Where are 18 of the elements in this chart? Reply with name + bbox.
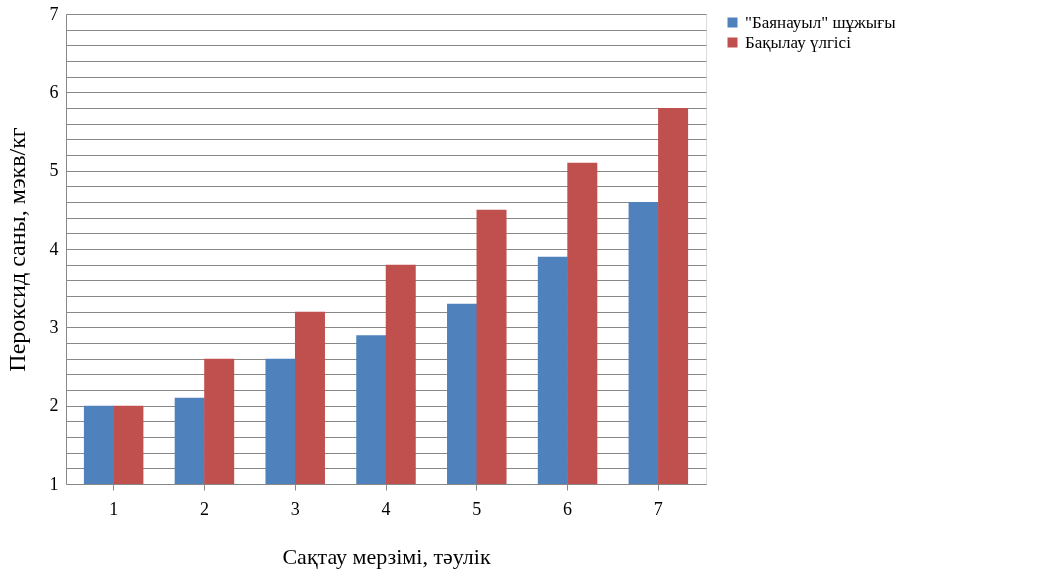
x-axis-title: Сақтау мерзімі, тәулік — [282, 543, 491, 569]
x-tick-label: 2 — [199, 498, 209, 519]
x-tick-label: 6 — [563, 498, 573, 519]
y-tick-label: 1 — [49, 473, 59, 494]
y-tick-label: 7 — [49, 3, 59, 24]
y-tick-label: 3 — [49, 316, 59, 337]
x-tick-label: 3 — [290, 498, 300, 519]
x-tick-label: 7 — [653, 498, 663, 519]
y-tick-label: 6 — [49, 81, 59, 102]
y-axis-title: Пероксид саны, мэкв/кг — [3, 127, 30, 372]
x-tick-label: 4 — [381, 498, 391, 519]
x-tick-label: 5 — [472, 498, 482, 519]
x-tick-label: 1 — [109, 498, 119, 519]
legend-label: "Баянауыл" шұжығы — [745, 12, 897, 32]
y-tick-label: 5 — [49, 160, 59, 181]
legend-label: Бақылау үлгісі — [745, 32, 852, 52]
y-tick-label: 4 — [49, 238, 59, 259]
y-tick-label: 2 — [49, 395, 59, 416]
